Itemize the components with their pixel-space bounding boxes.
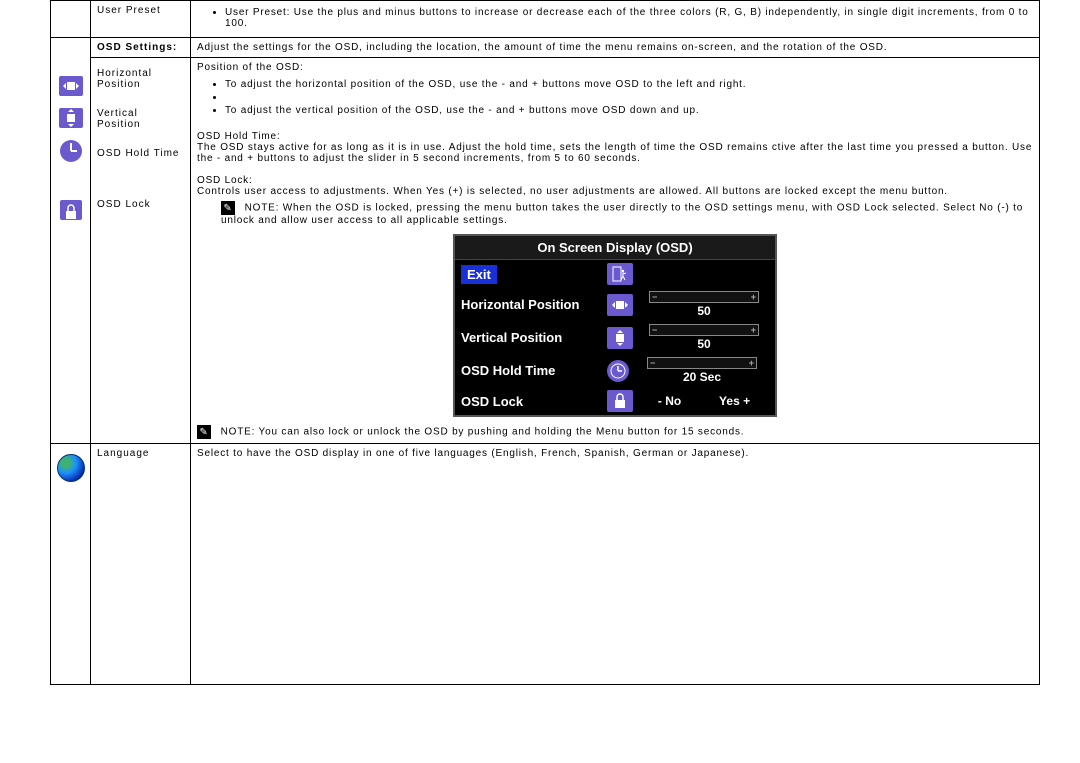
exit-icon [607, 263, 633, 285]
osd-row-vpos: Vertical Position −+ 50 [455, 321, 775, 354]
body-language: Select to have the OSD display in one of… [191, 444, 1040, 685]
row-user-preset: User Preset User Preset: Use the plus an… [51, 1, 1040, 38]
cell-icon-empty [51, 1, 91, 38]
label-osd-settings: OSD Settings: [91, 38, 191, 58]
bullet-user-preset: User Preset: Use the plus and minus butt… [225, 7, 1033, 29]
osd-hold-slider[interactable]: −+ [647, 357, 757, 369]
clock-icon [60, 140, 82, 162]
label-hold: OSD Hold Time [97, 148, 184, 159]
note-icon: ✎ [221, 201, 235, 215]
osd-exit-button[interactable]: Exit [461, 265, 497, 284]
label-lock: OSD Lock [97, 199, 184, 210]
osd-clock-icon [607, 360, 629, 382]
hpos-icon [59, 76, 83, 96]
vpos-icon [59, 108, 83, 128]
label-user-preset: User Preset [91, 1, 191, 38]
osd-vpos-icon [607, 327, 633, 349]
cell-language-icon [51, 444, 91, 685]
body-osd-header: Adjust the settings for the OSD, includi… [191, 38, 1040, 58]
body-user-preset: User Preset: Use the plus and minus butt… [191, 1, 1040, 38]
osd-row-hpos: Horizontal Position −+ 50 [455, 288, 775, 321]
row-language: Language Select to have the OSD display … [51, 444, 1040, 685]
osd-row-exit: Exit [455, 260, 775, 288]
osd-label-hpos: Horizontal Position [461, 297, 601, 312]
osd-label-hold: OSD Hold Time [461, 363, 601, 378]
body-osd: Position of the OSD: To adjust the horiz… [191, 58, 1040, 444]
osd-lock-no[interactable]: - No [658, 394, 681, 408]
heading-hold: OSD Hold Time: [197, 131, 280, 142]
osd-label-vpos: Vertical Position [461, 330, 601, 345]
osd-row-hold: OSD Hold Time −+ 20 Sec [455, 354, 775, 387]
osd-screenshot: On Screen Display (OSD) Exit Horizontal … [453, 234, 777, 417]
heading-position: Position of the OSD: [197, 62, 1033, 73]
osd-label-lock: OSD Lock [461, 394, 601, 409]
heading-lock: OSD Lock: [197, 175, 253, 186]
osd-lock-yes[interactable]: Yes + [719, 394, 750, 408]
osd-hpos-icon [607, 294, 633, 316]
bullet-hpos: To adjust the horizontal position of the… [225, 79, 1033, 90]
osd-vpos-slider[interactable]: −+ [649, 324, 759, 336]
cell-osd-icons [51, 38, 91, 444]
osd-hpos-value: 50 [697, 304, 710, 318]
osd-lock-icon [607, 390, 633, 412]
note-lock-1: NOTE: When the OSD is locked, pressing t… [221, 203, 1023, 226]
note-icon: ✎ [197, 425, 211, 439]
osd-title: On Screen Display (OSD) [455, 236, 775, 260]
bullet-vpos: To adjust the vertical position of the O… [225, 105, 1033, 116]
osd-row-lock: OSD Lock - No Yes + [455, 387, 775, 415]
row-osd-body: Horizontal Position Vertical Position OS… [51, 58, 1040, 444]
label-hpos: Horizontal Position [97, 68, 184, 90]
note-lock-2: NOTE: You can also lock or unlock the OS… [221, 427, 745, 438]
osd-vpos-value: 50 [697, 337, 710, 351]
labels-osd-sub: Horizontal Position Vertical Position OS… [91, 58, 191, 444]
text-hold: The OSD stays active for as long as it i… [197, 142, 1032, 164]
row-osd-header: OSD Settings: Adjust the settings for th… [51, 38, 1040, 58]
lock-icon [60, 200, 82, 220]
settings-table: User Preset User Preset: Use the plus an… [50, 0, 1040, 685]
label-language: Language [91, 444, 191, 685]
page: User Preset User Preset: Use the plus an… [0, 0, 1080, 763]
osd-hpos-slider[interactable]: −+ [649, 291, 759, 303]
osd-hold-value: 20 Sec [683, 370, 721, 384]
text-lock: Controls user access to adjustments. Whe… [197, 186, 948, 197]
globe-icon [57, 454, 85, 482]
label-vpos: Vertical Position [97, 108, 184, 130]
